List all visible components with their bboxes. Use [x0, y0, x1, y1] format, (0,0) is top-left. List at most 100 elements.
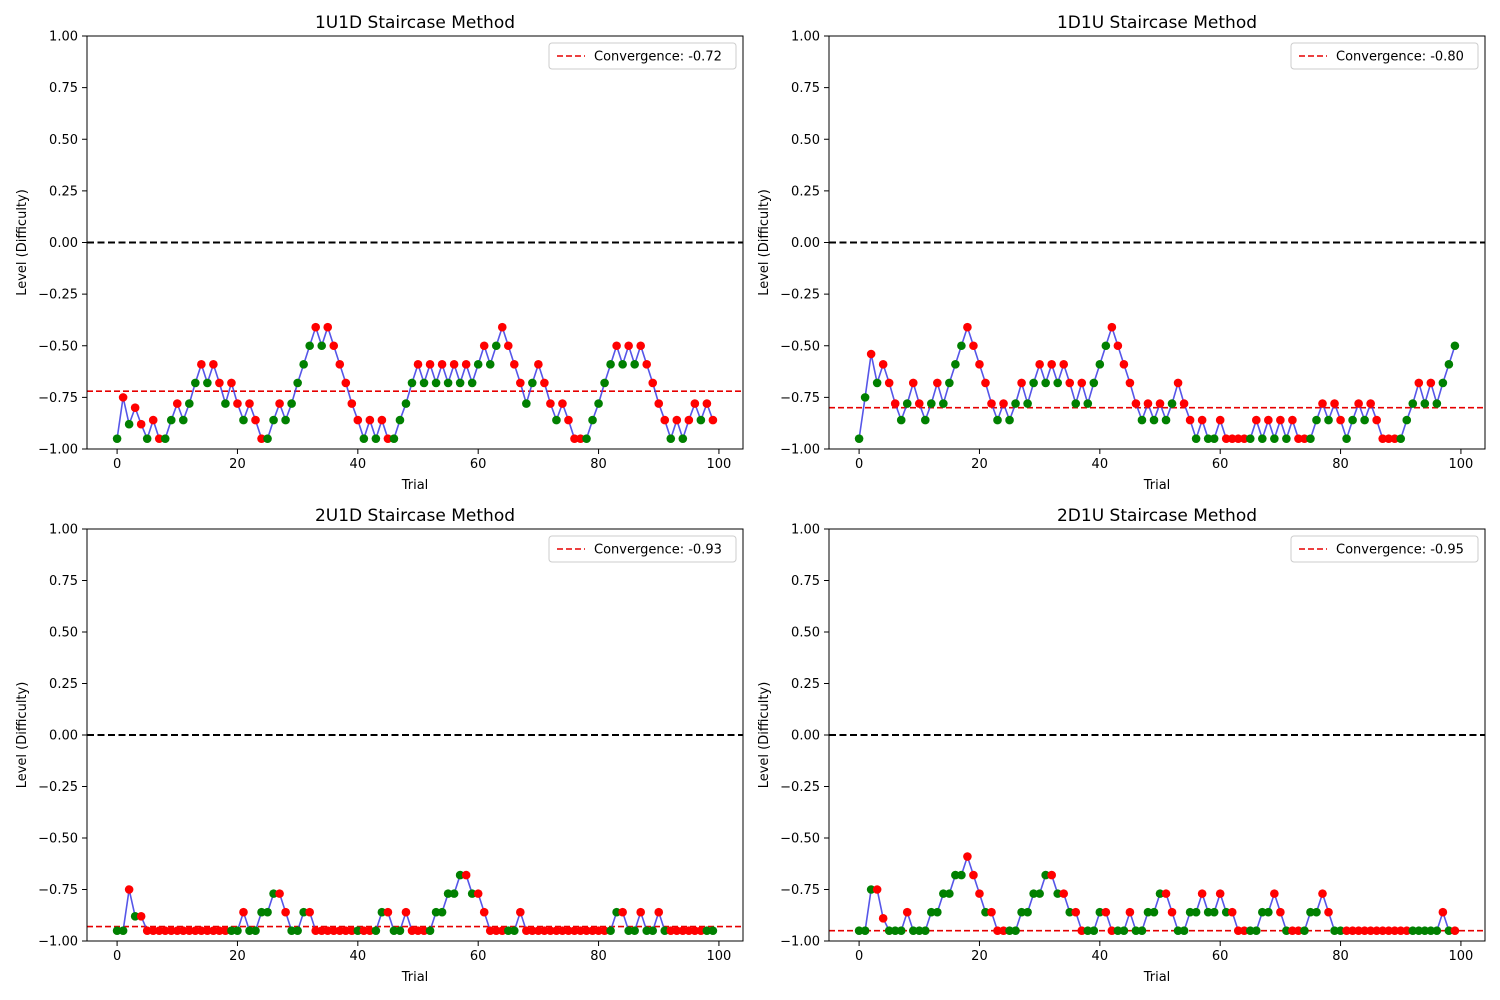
correct-point [455, 870, 465, 880]
correct-point [1312, 415, 1321, 425]
correct-point [251, 926, 260, 935]
correct-point [1258, 434, 1267, 443]
incorrect-point [209, 360, 218, 369]
correct-point [1023, 399, 1032, 408]
correct-point [1203, 907, 1213, 917]
incorrect-point [461, 870, 471, 880]
incorrect-point [872, 885, 882, 894]
incorrect-point [576, 434, 585, 443]
x-tick-label: 60 [470, 949, 487, 964]
incorrect-point [690, 399, 700, 408]
correct-point [1041, 378, 1050, 388]
incorrect-point [1270, 889, 1279, 898]
correct-point [118, 926, 128, 935]
incorrect-point [1125, 907, 1135, 917]
correct-point [1221, 907, 1231, 917]
correct-point [1113, 926, 1123, 935]
correct-point [1011, 399, 1020, 408]
legend-box [1290, 535, 1479, 563]
correct-point [389, 434, 399, 443]
correct-point [957, 870, 966, 880]
correct-point [945, 889, 954, 898]
incorrect-point [1197, 889, 1207, 898]
incorrect-point [516, 907, 525, 917]
incorrect-point [172, 926, 182, 935]
y-tick-label: −0.50 [780, 832, 820, 847]
subplot-3: 2U1D Staircase Method 0 20 40 60 80 100 −1.00 −0… [15, 506, 744, 985]
x-axis-label: Trial [1143, 970, 1171, 985]
correct-point [696, 415, 706, 425]
incorrect-point [528, 926, 537, 935]
correct-point [455, 378, 465, 388]
correct-point [287, 399, 296, 408]
correct-point [702, 926, 712, 935]
legend-label: Convergence: -0.72 [594, 50, 722, 65]
incorrect-point [1077, 926, 1087, 935]
correct-point [860, 393, 870, 402]
y-tick-label: 0.75 [791, 574, 820, 589]
legend: Convergence: -0.93 [548, 535, 737, 563]
y-axis-label: Level (Difficulty) [757, 189, 772, 296]
correct-point [142, 434, 152, 443]
incorrect-point [1354, 399, 1363, 408]
incorrect-point [335, 926, 345, 935]
incorrect-point [884, 378, 894, 388]
incorrect-point [1197, 415, 1207, 425]
correct-point [1167, 399, 1177, 408]
correct-point [467, 378, 477, 388]
x-tick-label: 0 [113, 949, 121, 964]
correct-point [203, 378, 212, 388]
y-tick-label: −0.50 [780, 339, 820, 354]
correct-point [914, 926, 924, 935]
incorrect-point [1384, 926, 1394, 935]
incorrect-point [341, 926, 351, 935]
incorrect-point [185, 926, 194, 935]
incorrect-point [329, 926, 339, 935]
incorrect-point [999, 399, 1008, 408]
x-tick-label: 60 [1212, 949, 1229, 964]
incorrect-point [1233, 926, 1243, 935]
incorrect-point [497, 926, 507, 935]
y-tick-label: −0.75 [38, 391, 78, 406]
correct-point [191, 378, 200, 388]
correct-point [630, 360, 639, 369]
legend: Convergence: -0.72 [548, 42, 737, 70]
correct-point [1312, 907, 1321, 917]
y-tick-label: −1.00 [780, 935, 820, 950]
incorrect-point [612, 341, 621, 351]
correct-point [552, 415, 561, 425]
correct-point [1402, 415, 1412, 425]
incorrect-point [987, 907, 996, 917]
correct-point [1119, 926, 1129, 935]
correct-point [401, 399, 411, 408]
incorrect-point [1239, 434, 1249, 443]
incorrect-point [654, 907, 664, 917]
correct-point [395, 926, 405, 935]
correct-point [920, 926, 930, 935]
x-tick-label: 20 [229, 457, 246, 472]
incorrect-point [257, 434, 266, 443]
correct-point [1089, 378, 1099, 388]
incorrect-point [999, 926, 1008, 935]
correct-point [1444, 360, 1454, 369]
y-tick-label: 0.50 [49, 133, 78, 148]
incorrect-point [510, 360, 519, 369]
incorrect-point [1113, 341, 1123, 351]
x-tick-label: 40 [350, 949, 367, 964]
incorrect-point [1384, 434, 1394, 443]
incorrect-point [317, 926, 327, 935]
y-tick-label: 0.00 [49, 729, 78, 744]
incorrect-point [485, 926, 495, 935]
incorrect-point [1059, 889, 1069, 898]
correct-point [872, 378, 882, 388]
incorrect-point [1185, 415, 1195, 425]
incorrect-point [594, 926, 603, 935]
correct-point [503, 926, 513, 935]
correct-point [933, 907, 942, 917]
correct-point [1095, 360, 1105, 369]
correct-point [902, 399, 912, 408]
incorrect-point [582, 926, 591, 935]
correct-point [1432, 399, 1442, 408]
incorrect-point [546, 926, 555, 935]
incorrect-point [1336, 415, 1345, 425]
